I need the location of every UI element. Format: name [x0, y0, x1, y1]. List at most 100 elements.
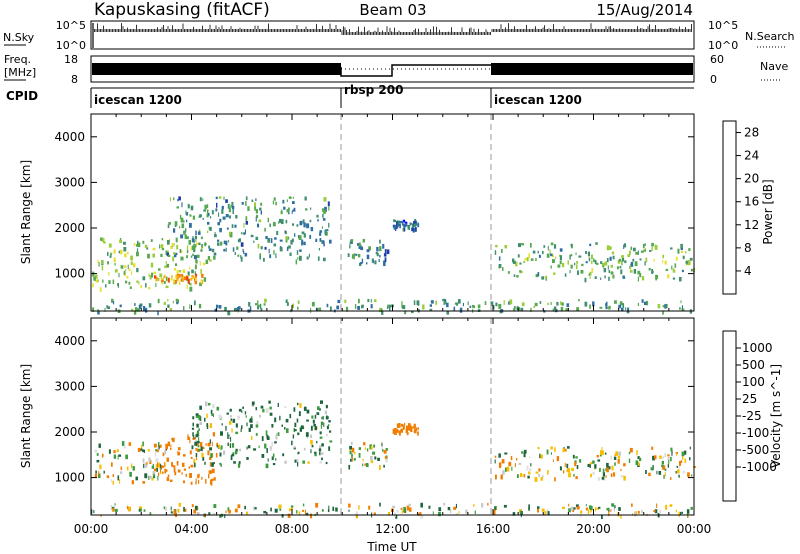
- echo-cell: [234, 450, 238, 455]
- echo-cell: [227, 432, 229, 435]
- echo-cell: [269, 223, 271, 228]
- echo-cell: [321, 457, 323, 461]
- echo-cell: [578, 299, 580, 302]
- echo-cell: [271, 441, 274, 447]
- echo-cell: [366, 249, 370, 253]
- echo-cell: [260, 246, 263, 250]
- echo-cell: [501, 459, 505, 464]
- echo-cell: [148, 303, 152, 308]
- echo-cell: [363, 442, 366, 446]
- echo-cell: [306, 512, 309, 516]
- echo-cell: [267, 458, 269, 462]
- freq-step: [340, 64, 491, 77]
- echo-cell: [399, 430, 403, 433]
- echo-cell: [584, 277, 587, 283]
- echo-cell: [148, 475, 150, 480]
- echo-cell: [279, 247, 283, 252]
- echo-cell: [540, 477, 543, 481]
- echo-cell: [252, 506, 256, 511]
- power-ylabel: Slant Range [km]: [19, 160, 33, 264]
- echo-cell: [183, 506, 185, 512]
- echo-cell: [409, 225, 411, 230]
- x-tick-label: 12:00: [375, 522, 410, 536]
- echo-cell: [175, 237, 178, 243]
- echo-cell: [161, 238, 164, 241]
- echo-cell: [190, 205, 194, 211]
- echo-cell: [601, 263, 605, 266]
- echo-cell: [336, 305, 340, 310]
- echo-cell: [677, 469, 680, 474]
- echo-cell: [206, 423, 209, 427]
- echo-cell: [197, 474, 199, 479]
- echo-cell: [208, 245, 211, 249]
- echo-cell: [199, 214, 202, 218]
- echo-cell: [155, 458, 159, 463]
- echo-cell: [285, 299, 288, 303]
- echo-cell: [310, 449, 312, 454]
- echo-cell: [653, 510, 656, 513]
- echo-cell: [211, 441, 213, 447]
- echo-cell: [553, 272, 556, 275]
- colorbar-tick-label: -1000: [742, 460, 777, 474]
- echo-cell: [182, 220, 185, 223]
- echo-cell: [209, 447, 212, 451]
- echo-cell: [165, 285, 169, 289]
- echo-cell: [539, 301, 542, 304]
- echo-cell: [596, 507, 600, 510]
- echo-cell: [635, 460, 639, 465]
- echo-cell: [190, 456, 193, 459]
- echo-cell: [97, 259, 99, 263]
- echo-cell: [420, 514, 424, 519]
- echo-cell: [326, 433, 328, 437]
- echo-cell: [541, 508, 545, 512]
- echo-cell: [164, 301, 166, 305]
- echo-cell: [274, 237, 277, 240]
- echo-cell: [670, 477, 672, 480]
- echo-cell: [523, 453, 526, 458]
- echo-cell: [93, 510, 95, 514]
- echo-cell: [304, 196, 307, 201]
- echo-cell: [279, 239, 283, 242]
- echo-cell: [601, 450, 604, 456]
- echo-cell: [680, 300, 682, 304]
- echo-cell: [621, 255, 624, 259]
- echo-cell: [217, 239, 220, 242]
- echo-cell: [328, 420, 331, 423]
- echo-cell: [407, 225, 410, 230]
- echo-cell: [266, 448, 268, 453]
- echo-cell: [228, 435, 231, 439]
- echo-cell: [198, 473, 200, 478]
- echo-cell: [600, 277, 602, 280]
- echo-cell: [200, 247, 203, 250]
- echo-cell: [178, 502, 182, 507]
- echo-cell: [131, 308, 134, 312]
- echo-cell: [268, 248, 270, 254]
- echo-cell: [324, 232, 328, 236]
- echo-cell: [155, 449, 158, 452]
- echo-cell: [592, 460, 595, 464]
- echo-cell: [208, 470, 212, 474]
- echo-cell: [291, 440, 293, 446]
- echo-cell: [261, 436, 264, 441]
- echo-cell: [591, 260, 593, 265]
- colorbar-frame: [722, 330, 737, 502]
- echo-cell: [241, 410, 243, 413]
- echo-cell: [637, 461, 640, 466]
- echo-cell: [153, 443, 157, 448]
- y-tick-label: 2000: [54, 221, 85, 235]
- echo-cell: [311, 415, 314, 419]
- echo-cell: [195, 439, 198, 442]
- echo-cell: [498, 453, 501, 458]
- echo-cell: [329, 440, 333, 443]
- echo-cell: [220, 463, 222, 467]
- echo-cell: [192, 253, 194, 256]
- echo-cell: [678, 511, 680, 517]
- echo-cell: [386, 249, 390, 255]
- echo-cell: [164, 462, 166, 468]
- echo-cell: [102, 279, 104, 283]
- echo-cell: [196, 254, 200, 258]
- echo-cell: [269, 406, 272, 410]
- echo-cell: [576, 506, 580, 510]
- echo-cell: [244, 252, 248, 257]
- echo-cell: [630, 261, 634, 267]
